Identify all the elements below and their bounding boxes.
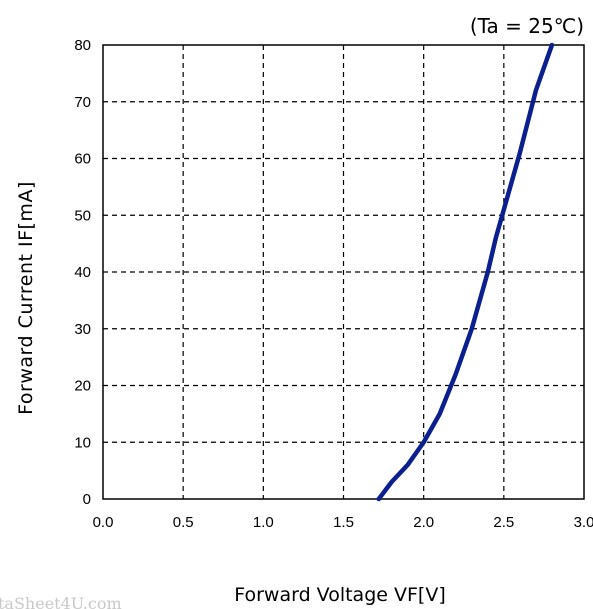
watermark: taSheet4U.com xyxy=(0,594,122,609)
x-tick-label: 2.0 xyxy=(413,514,434,531)
test-condition-label: (Ta = 25℃) xyxy=(470,14,584,38)
plot-frame xyxy=(102,44,585,500)
y-tick-label: 20 xyxy=(74,378,91,395)
grid-lines xyxy=(103,45,584,499)
y-tick-label: 10 xyxy=(74,434,91,451)
series-layer xyxy=(376,42,555,502)
x-tick-label: 0.5 xyxy=(173,514,194,531)
x-tick-labels: 0.0 0.5 1.0 1.5 2.0 2.5 3.0 xyxy=(93,514,593,531)
x-tick-label: 2.5 xyxy=(493,514,514,531)
y-tick-label: 70 xyxy=(74,94,91,111)
y-tick-label: 40 xyxy=(74,264,91,281)
y-axis-label: Forward Current IF[mA] xyxy=(15,181,37,415)
y-tick-label: 0 xyxy=(83,491,91,508)
x-tick-label: 1.0 xyxy=(253,514,274,531)
y-tick-label: 80 xyxy=(74,37,91,54)
x-tick-label: 3.0 xyxy=(574,514,593,531)
y-tick-label: 60 xyxy=(74,151,91,168)
forward-current-curve xyxy=(376,42,555,502)
y-tick-labels: 0 10 20 30 40 50 60 70 80 xyxy=(74,37,91,508)
y-tick-label: 30 xyxy=(74,321,91,338)
x-tick-label: 0.0 xyxy=(93,514,114,531)
y-tick-label: 50 xyxy=(74,207,91,224)
x-tick-label: 1.5 xyxy=(333,514,354,531)
x-axis-label: Forward Voltage VF[V] xyxy=(234,584,446,606)
